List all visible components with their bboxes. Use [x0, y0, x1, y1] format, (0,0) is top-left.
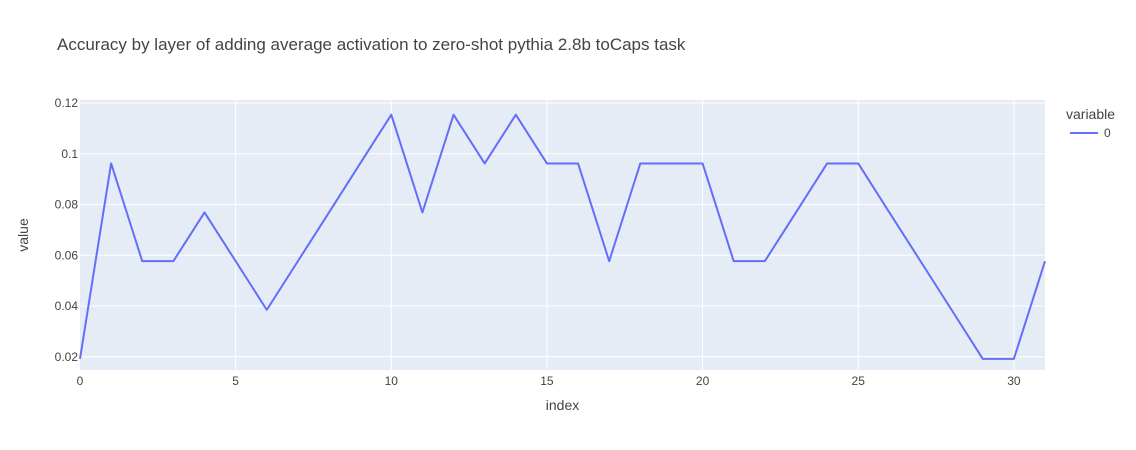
data-point[interactable] [1042, 258, 1048, 264]
data-point[interactable] [824, 160, 830, 166]
legend-title: variable [1066, 106, 1115, 122]
data-point[interactable] [233, 258, 239, 264]
series-layer [77, 112, 1048, 362]
data-point[interactable] [451, 112, 457, 118]
data-point[interactable] [949, 307, 955, 313]
data-point[interactable] [77, 356, 83, 362]
data-point[interactable] [980, 356, 986, 362]
y-axis-title: value [15, 218, 31, 252]
data-point[interactable] [731, 258, 737, 264]
legend-label-series-0[interactable]: 0 [1104, 126, 1111, 140]
x-tick-label: 10 [385, 374, 399, 388]
data-point[interactable] [357, 160, 363, 166]
data-point[interactable] [700, 160, 706, 166]
series-line-0[interactable] [79, 113, 1046, 360]
data-point[interactable] [264, 307, 270, 313]
y-tick-label: 0.12 [55, 96, 79, 110]
data-point[interactable] [575, 160, 581, 166]
data-point[interactable] [544, 160, 550, 166]
legend[interactable]: variable 0 [1066, 106, 1115, 140]
data-point[interactable] [419, 209, 425, 215]
y-tick-label: 0.06 [55, 248, 79, 262]
y-tick-label: 0.08 [55, 198, 79, 212]
data-point[interactable] [637, 160, 643, 166]
x-tick-label: 15 [540, 374, 554, 388]
y-tick-label: 0.04 [55, 299, 79, 313]
x-tick-label: 20 [696, 374, 710, 388]
chart-title: Accuracy by layer of adding average acti… [57, 35, 686, 54]
x-gridlines [235, 100, 1015, 370]
data-point[interactable] [886, 209, 892, 215]
data-point[interactable] [762, 258, 768, 264]
data-point[interactable] [793, 209, 799, 215]
x-axis-title: index [546, 397, 579, 413]
y-tick-label: 0.1 [61, 147, 78, 161]
data-point[interactable] [855, 160, 861, 166]
data-point[interactable] [606, 258, 612, 264]
x-tick-labels: 0 5 10 15 20 25 30 [77, 374, 1021, 388]
data-point[interactable] [108, 160, 114, 166]
data-point[interactable] [1011, 356, 1017, 362]
data-point[interactable] [202, 209, 208, 215]
y-tick-labels: 0.02 0.04 0.06 0.08 0.1 0.12 [55, 96, 79, 364]
plot-area [80, 100, 1045, 370]
x-tick-label: 25 [852, 374, 866, 388]
data-point[interactable] [668, 160, 674, 166]
data-point[interactable] [139, 258, 145, 264]
data-point[interactable] [295, 258, 301, 264]
x-tick-label: 30 [1007, 374, 1021, 388]
x-tick-label: 0 [77, 374, 84, 388]
data-point[interactable] [513, 112, 519, 118]
x-tick-label: 5 [232, 374, 239, 388]
data-point[interactable] [388, 112, 394, 118]
data-point[interactable] [482, 160, 488, 166]
data-point[interactable] [917, 258, 923, 264]
y-tick-label: 0.02 [55, 350, 79, 364]
data-point[interactable] [326, 209, 332, 215]
data-point[interactable] [170, 258, 176, 264]
